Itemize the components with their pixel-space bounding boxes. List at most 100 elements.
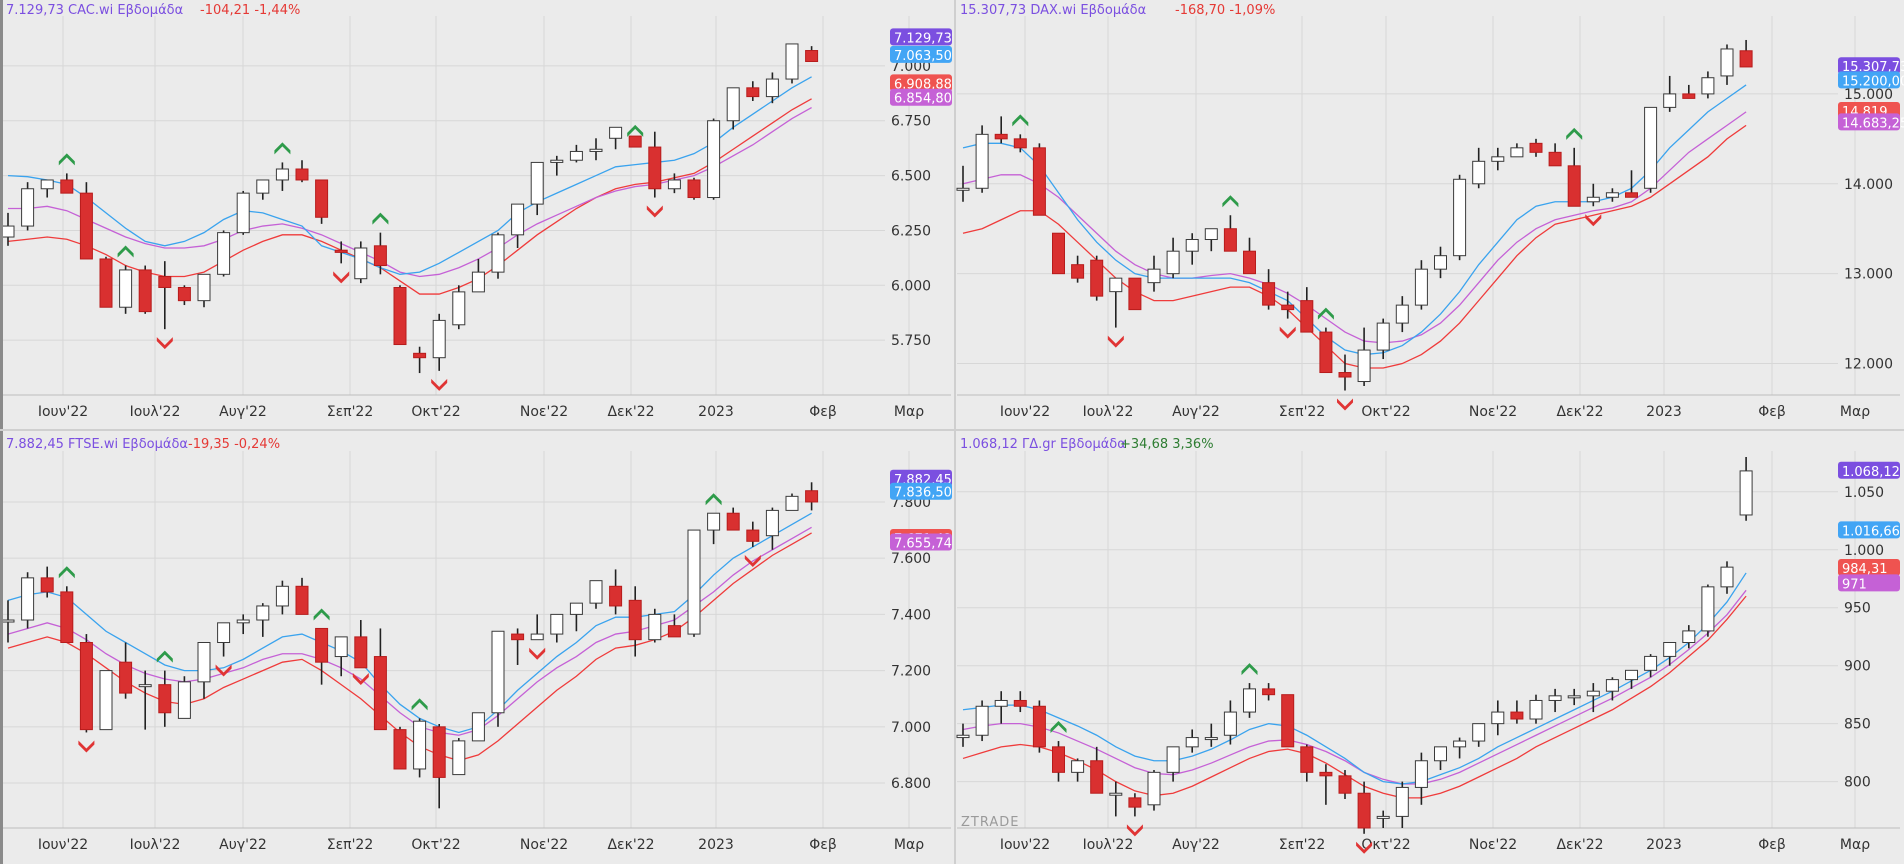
candle-body — [1281, 304, 1295, 311]
candle-body — [765, 78, 779, 98]
price-tag-label: 14.683,25 — [1842, 116, 1904, 131]
ema-line-purple — [962, 111, 1747, 344]
candle-body — [589, 580, 603, 604]
x-tick-label: Μαρ — [894, 404, 924, 420]
arrow-down-icon — [78, 740, 95, 753]
candle-body — [1395, 786, 1409, 817]
x-tick-label: Δεκ'22 — [607, 404, 654, 420]
price-tag-label: 6.854,80 — [894, 92, 952, 107]
candle-body — [975, 705, 989, 736]
candle-body — [21, 577, 35, 621]
candle-body — [1376, 815, 1390, 819]
candle-body — [217, 622, 231, 643]
panel-ftse: 7.882,45 FTSE.wi Εβδομάδα -19,35 -0,24% … — [1, 434, 952, 862]
ema-line-blue — [7, 512, 812, 734]
y-tick-label: 6.250 — [891, 223, 931, 239]
candle-body — [569, 602, 583, 615]
header-change: +34,68 3,36% — [1120, 437, 1214, 452]
candle-body — [687, 179, 701, 199]
arrow-up-icon — [117, 245, 134, 258]
price-tag — [1838, 574, 1900, 592]
x-tick-label: 2023 — [698, 404, 734, 420]
candle-body — [667, 625, 681, 638]
arrow-up-icon — [1241, 663, 1258, 676]
candle-body — [197, 273, 211, 302]
x-tick-label: Οκτ'22 — [1361, 837, 1410, 853]
x-tick-label: Αυγ'22 — [219, 404, 267, 420]
y-tick-label: 950 — [1844, 601, 1871, 617]
x-tick-label: Ιουν'22 — [38, 404, 88, 420]
candle-body — [1281, 694, 1295, 748]
header-change: -19,35 -0,24% — [188, 437, 280, 452]
candle-body — [1166, 250, 1180, 275]
candle-body — [354, 636, 368, 669]
candle-body — [628, 599, 642, 641]
x-tick-label: Φεβ — [809, 837, 837, 853]
candle-body — [1032, 705, 1046, 748]
candle-body — [491, 234, 505, 273]
header-price-symbol: 15.307,73 DAX.wi Εβδομάδα — [960, 3, 1146, 18]
x-tick-label: Νοε'22 — [1469, 404, 1517, 420]
candle-body — [1090, 259, 1104, 297]
candle-body — [1300, 746, 1314, 773]
candle-body — [1701, 586, 1715, 632]
header-price-symbol: 7.882,45 FTSE.wi Εβδομάδα — [6, 437, 188, 452]
candle-body — [471, 271, 485, 293]
x-tick-label: Αυγ'22 — [1172, 404, 1220, 420]
price-tag-label: 984,31 — [1842, 562, 1888, 577]
candle-body — [1663, 642, 1677, 657]
price-tag-label: 7.129,73 — [894, 31, 952, 46]
x-tick-label: Μαρ — [1840, 404, 1870, 420]
arrow-up-icon — [313, 608, 330, 621]
candle-body — [1300, 300, 1314, 333]
arrow-down-icon — [1126, 824, 1143, 837]
candle-body — [765, 509, 779, 537]
arrow-down-icon — [215, 664, 232, 677]
arrow-down-icon — [744, 554, 761, 567]
arrow-down-icon — [352, 672, 369, 685]
x-tick-label: 2023 — [1646, 404, 1682, 420]
price-tag — [1838, 57, 1900, 75]
candle-body — [334, 636, 348, 658]
header-change: -168,70 -1,09% — [1175, 3, 1275, 18]
price-tag — [890, 74, 952, 92]
arrow-down-icon — [333, 271, 350, 284]
y-tick-label: 14.000 — [1844, 177, 1893, 193]
candle-body — [1414, 760, 1428, 788]
candle-body — [1, 225, 15, 238]
candle-body — [1128, 277, 1142, 311]
x-tick-label: Ιουν'22 — [38, 837, 88, 853]
y-tick-label: 7.400 — [891, 607, 931, 623]
arrow-up-icon — [156, 650, 173, 663]
ema-line-purple — [8, 107, 812, 278]
candle-body — [1052, 232, 1065, 275]
candle-body — [1682, 93, 1696, 99]
y-tick-label: 6.750 — [891, 114, 931, 130]
panel-gd: 1.068,12 ΓΔ.gr Εβδομάδα +34,68 3,36% 800… — [956, 434, 1900, 862]
candle-body — [805, 50, 819, 62]
candle-body — [1013, 138, 1027, 149]
price-tag — [890, 88, 952, 106]
candle-body — [393, 729, 407, 770]
arrow-up-icon — [627, 124, 644, 137]
candle-body — [1682, 630, 1696, 643]
price-tag — [1838, 71, 1900, 89]
y-tick-label: 13.000 — [1844, 267, 1893, 283]
candle-body — [1223, 228, 1237, 252]
candle-body — [295, 168, 309, 181]
price-tag-label: 7.836,50 — [894, 486, 952, 501]
candle-body — [994, 133, 1008, 140]
candle-body — [1128, 797, 1142, 808]
candle-body — [236, 619, 250, 624]
candle-body — [1663, 93, 1677, 108]
candle-body — [785, 43, 799, 80]
candle-body — [1319, 771, 1333, 777]
candle-body — [1071, 760, 1085, 773]
x-tick-label: Δεκ'22 — [1556, 837, 1603, 853]
candle-body — [1262, 688, 1276, 696]
candle-body — [334, 249, 348, 253]
candle-body — [746, 529, 760, 542]
candle-body — [158, 684, 172, 714]
x-tick-label: Νοε'22 — [520, 404, 568, 420]
